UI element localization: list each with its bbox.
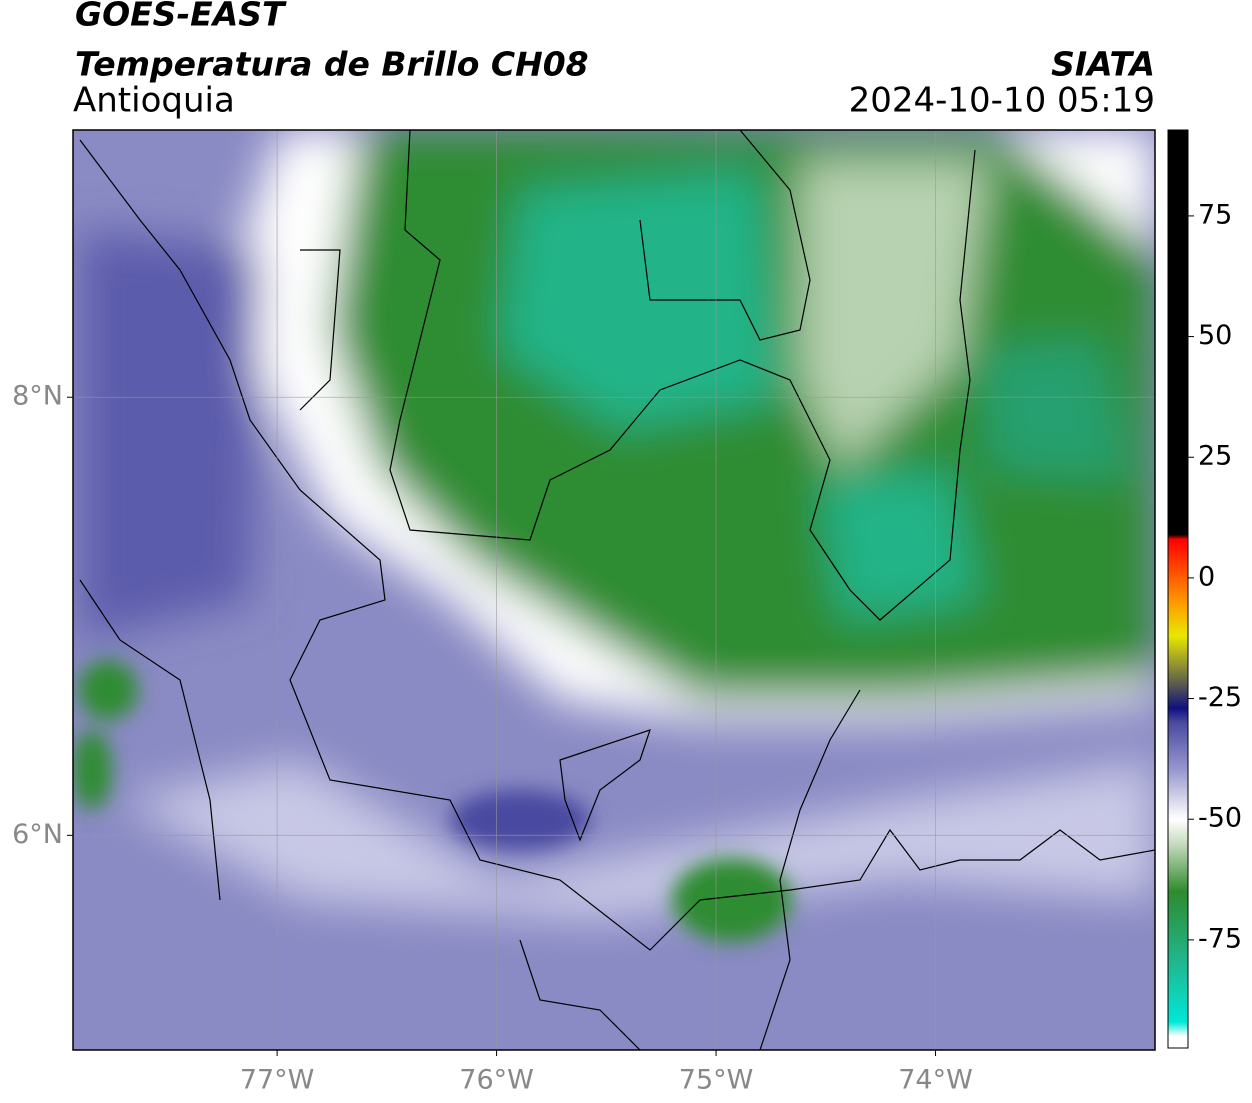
x-tick-label: 76°W	[459, 1065, 534, 1096]
colorbar-tick-label: 75	[1198, 199, 1232, 230]
colorbar-tick-label: -50	[1198, 803, 1242, 834]
x-tick-label: 77°W	[240, 1065, 315, 1096]
colorbar	[1167, 129, 1189, 1049]
map-frame	[72, 129, 1156, 1051]
imagery	[73, 130, 1155, 1050]
x-tick-label: 75°W	[679, 1065, 754, 1096]
colorbar-tick-label: 0	[1198, 561, 1215, 592]
subtitle: Temperatura de Brillo CH08	[75, 45, 589, 84]
colorbar-tick-label: -25	[1198, 682, 1242, 713]
region: Antioquia	[73, 81, 235, 121]
y-tick-label: 6°N	[12, 819, 63, 850]
colorbar-tick-label: -75	[1198, 923, 1242, 954]
boundaries	[79, 130, 1155, 1050]
datetime: 2024-10-10 05:19	[849, 81, 1155, 121]
title: GOES-EAST	[75, 0, 287, 34]
source: SIATA	[1051, 45, 1155, 84]
grid	[73, 130, 1155, 1050]
colorbar-tick-label: 25	[1198, 441, 1232, 472]
y-tick-label: 8°N	[12, 381, 63, 412]
colorbar-tick-label: 50	[1198, 320, 1232, 351]
x-tick-label: 74°W	[898, 1065, 973, 1096]
